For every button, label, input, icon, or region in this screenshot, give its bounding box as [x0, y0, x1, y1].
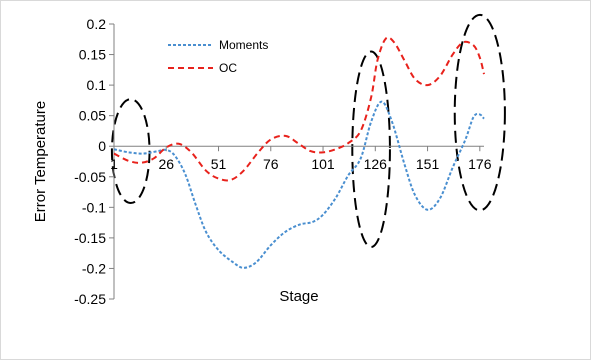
highlight-ellipses — [110, 13, 506, 249]
x-tick-label: 176 — [468, 156, 492, 172]
highlight-ellipse-3 — [453, 13, 506, 212]
x-tick-label: 101 — [311, 156, 335, 172]
y-tick-group: 0.2 0.15 0.1 0.05 0 -0.05 -0.1 -0.15 -0.2 -0.25 — [74, 16, 114, 307]
y-tick-label: -0.05 — [74, 169, 106, 185]
x-tick-label: 151 — [416, 156, 440, 172]
y-axis-title: Error Temperature — [32, 101, 49, 222]
legend-label-oc: OC — [219, 61, 237, 75]
series-group — [113, 36, 485, 269]
series-line-moments — [113, 100, 485, 269]
y-tick-label: 0.1 — [87, 77, 107, 93]
y-tick-label: 0.2 — [87, 16, 107, 32]
legend-label-moments: Moments — [219, 38, 268, 52]
x-tick-group: 1 26 51 76 101 126 151 176 — [110, 146, 492, 172]
y-tick-label: -0.2 — [82, 260, 106, 276]
x-tick-label: 51 — [211, 156, 227, 172]
x-axis-title: Stage — [279, 288, 318, 305]
y-tick-label: 0.05 — [79, 108, 106, 124]
x-tick-label: 26 — [158, 156, 174, 172]
y-tick-label: 0.15 — [79, 47, 106, 63]
y-tick-label: -0.15 — [74, 230, 106, 246]
highlight-ellipse-1 — [110, 98, 151, 205]
series-line-oc — [113, 36, 485, 182]
y-tick-label: -0.25 — [74, 291, 106, 307]
y-tick-label: 0 — [98, 138, 106, 154]
highlight-ellipse-2 — [351, 50, 391, 249]
x-tick-label: 76 — [263, 156, 279, 172]
x-tick-label: 1 — [110, 156, 118, 172]
legend: Moments OC — [168, 38, 268, 75]
x-tick-label: 126 — [364, 156, 388, 172]
y-tick-label: -0.1 — [82, 199, 106, 215]
